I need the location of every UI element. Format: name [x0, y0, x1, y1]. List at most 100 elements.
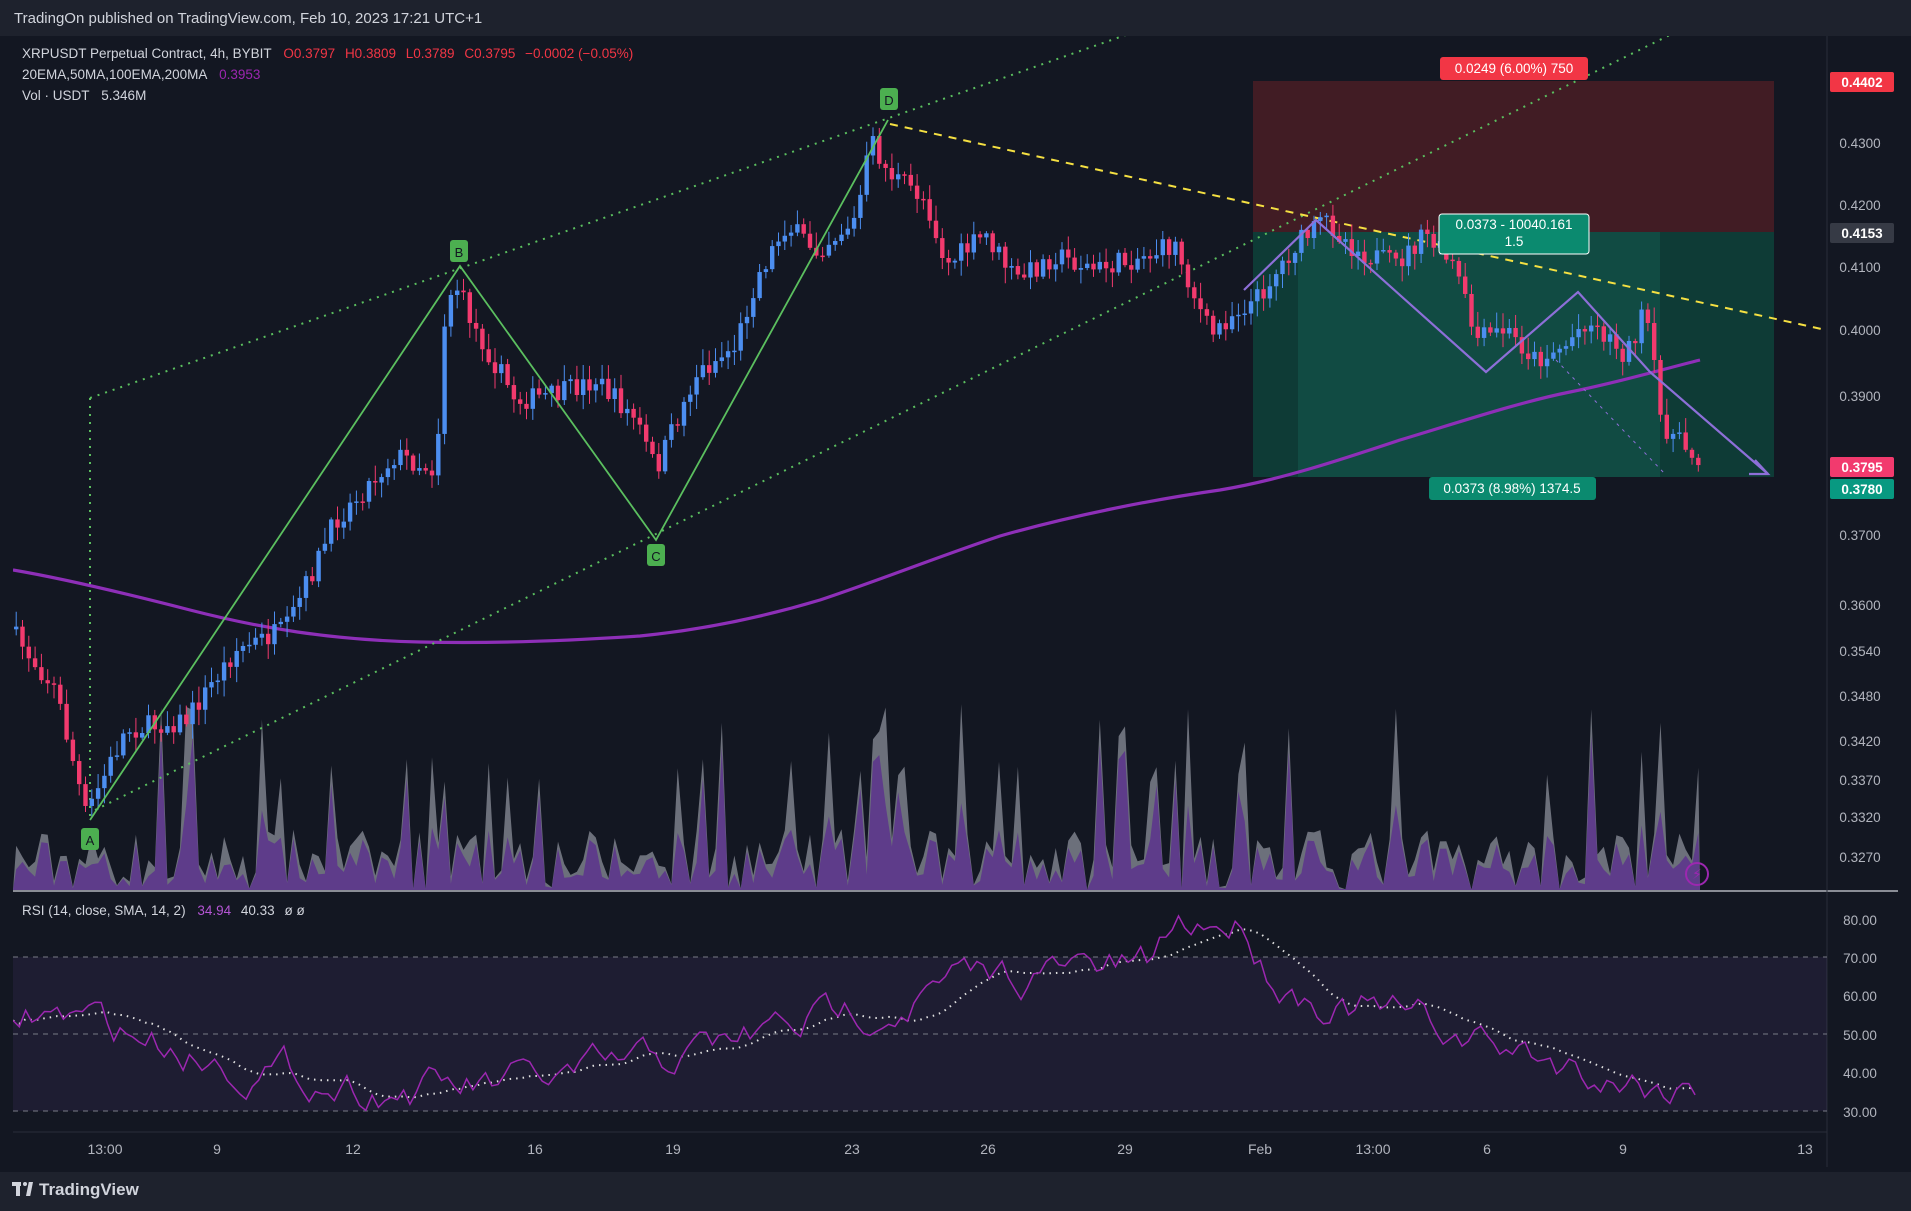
candle [45, 669, 50, 694]
entry-label[interactable]: 0.0373 - 10040.161 1.5 [1438, 213, 1590, 255]
ma200-line[interactable] [13, 358, 1701, 645]
candle [1544, 344, 1550, 378]
candle [845, 216, 850, 239]
candle [1538, 346, 1543, 379]
point-b[interactable]: B [450, 240, 468, 262]
candle [700, 349, 706, 380]
time-tick: 23 [844, 1141, 860, 1157]
candle [1280, 256, 1285, 288]
entry-text: 0.0373 - 10040.161 [1455, 217, 1572, 232]
rsi-legend[interactable]: RSI (14, close, SMA, 14, 2) 34.94 40.33 … [22, 903, 305, 918]
candle [1217, 319, 1222, 339]
candle [347, 493, 353, 531]
candle [303, 570, 309, 612]
candle [1658, 355, 1663, 422]
tradingview-logo[interactable]: TradingView [12, 1180, 139, 1200]
projection-path[interactable] [1243, 218, 1769, 475]
candle [820, 246, 825, 262]
candle [543, 386, 548, 400]
candle [940, 228, 945, 270]
price-tick: 0.3420 [1839, 734, 1880, 749]
volume-histogram [13, 704, 1700, 890]
candle [1406, 233, 1411, 276]
candle [1507, 319, 1512, 339]
candle [971, 221, 976, 260]
candle [1141, 246, 1147, 269]
candle [1059, 242, 1065, 273]
candle [203, 675, 208, 725]
symbol-legend[interactable]: XRPUSDT Perpetual Contract, 4h, BYBIT O0… [22, 46, 639, 61]
candle [807, 221, 813, 251]
candle [121, 729, 126, 759]
abcd-pattern[interactable] [89, 119, 889, 821]
price-tick: 0.4000 [1839, 323, 1880, 338]
candle [732, 334, 737, 366]
candle [1412, 241, 1417, 270]
lightning-icon[interactable]: ⚡ [1685, 862, 1709, 886]
ma-legend[interactable]: 20EMA,50MA,100EMA,200MA 0.3953 [22, 67, 260, 82]
time-tick: 26 [980, 1141, 996, 1157]
publish-header: TradingOn published on TradingView.com, … [0, 0, 1911, 36]
publish-info: TradingOn published on TradingView.com, … [14, 10, 483, 27]
candle [1299, 224, 1304, 262]
candle [310, 567, 315, 585]
stop-loss-zone[interactable] [1253, 81, 1774, 232]
candle [788, 224, 794, 247]
candle [593, 378, 598, 403]
volume-legend[interactable]: Vol · USDT 5.346M [22, 88, 146, 103]
point-d[interactable]: D [880, 88, 898, 110]
time-tick: 12 [345, 1141, 361, 1157]
candle [1097, 252, 1102, 273]
price-tag-stop: 0.4402 [1830, 72, 1894, 92]
channel-lower-line[interactable] [94, 36, 1680, 811]
candle [58, 676, 63, 711]
target-text: 0.0373 (8.98%) 1374.5 [1443, 481, 1580, 496]
candle [1513, 314, 1518, 348]
candle [1078, 255, 1084, 284]
candle [297, 586, 302, 620]
candle [108, 746, 113, 783]
brand-name: TradingView [39, 1180, 139, 1199]
candle [959, 233, 964, 276]
price-tag-text: 0.4402 [1841, 75, 1882, 90]
candle [505, 358, 510, 388]
chart-canvas[interactable]: A B C D 0.0249 (6.00%) 750 0.0373 - 1004… [0, 36, 1911, 1172]
time-tick: 13 [1797, 1141, 1813, 1157]
candle [39, 653, 44, 684]
candle [1589, 316, 1594, 344]
point-a[interactable]: A [81, 828, 99, 850]
candle [354, 490, 359, 515]
close-value: C0.3795 [464, 46, 516, 61]
candle [656, 443, 661, 479]
point-c[interactable]: C [647, 544, 665, 566]
candle [1286, 248, 1291, 276]
candle [51, 676, 57, 699]
price-tick: 0.3370 [1839, 773, 1880, 788]
candle [1255, 281, 1260, 317]
low-value: L0.3789 [405, 46, 455, 61]
candle [95, 774, 101, 810]
candle [467, 288, 472, 338]
channel-upper-line[interactable] [89, 36, 1140, 399]
candle [511, 376, 517, 413]
stop-loss-label[interactable]: 0.0249 (6.00%) 750 [1440, 57, 1588, 80]
rsi-line[interactable] [13, 914, 1696, 1112]
time-axis[interactable]: 13:00 9 12 16 19 23 26 29 Feb 13:00 6 9 13 [87, 1141, 1813, 1157]
price-axis[interactable]: 0.4300 0.4200 0.4100 0.4000 0.3900 0.3700 0.36… [1839, 136, 1880, 865]
rsi-axis[interactable]: 80.00 70.00 60.00 50.00 40.00 30.00 [1843, 913, 1877, 1120]
candle [1330, 204, 1336, 248]
candle [158, 725, 164, 742]
candle [757, 263, 762, 301]
rsi-tick: 60.00 [1843, 989, 1877, 1004]
rsi-label: RSI (14, close, SMA, 14, 2) [22, 903, 186, 918]
target-label[interactable]: 0.0373 (8.98%) 1374.5 [1429, 477, 1596, 500]
candle [316, 547, 321, 588]
resistance-trendline[interactable] [889, 123, 1827, 331]
change-value: −0.0002 (−0.05%) [525, 46, 634, 61]
candlesticks[interactable] [14, 127, 1701, 817]
candle [1154, 239, 1159, 264]
candle [826, 231, 832, 258]
candle [1652, 307, 1657, 374]
candle [719, 342, 724, 368]
candle [1160, 230, 1165, 267]
